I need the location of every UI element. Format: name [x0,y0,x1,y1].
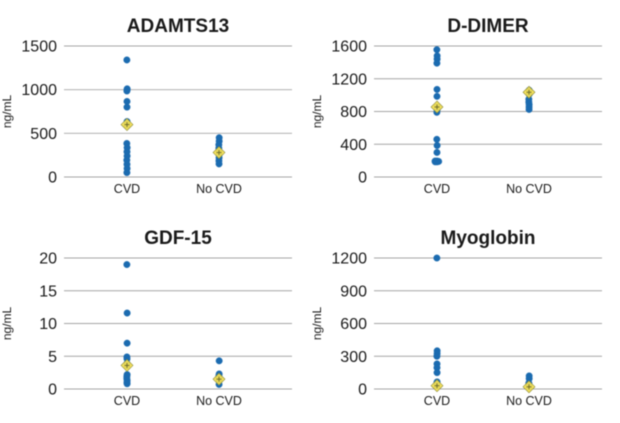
svg-text:GDF-15: GDF-15 [144,228,212,249]
svg-text:CVD: CVD [114,394,140,408]
svg-text:CVD: CVD [424,394,450,408]
svg-text:1000: 1000 [21,82,57,99]
svg-text:ng/mL: ng/mL [0,307,14,341]
svg-text:No CVD: No CVD [506,182,552,196]
svg-text:20: 20 [39,251,57,268]
svg-text:No CVD: No CVD [506,394,552,408]
svg-text:500: 500 [30,126,57,143]
svg-text:400: 400 [340,137,367,154]
svg-text:300: 300 [340,349,367,366]
svg-text:D-DIMER: D-DIMER [447,16,529,37]
svg-text:1200: 1200 [331,71,367,88]
svg-text:1200: 1200 [331,251,367,268]
svg-text:15: 15 [39,283,57,300]
svg-text:0: 0 [48,382,57,399]
svg-text:1600: 1600 [331,39,367,56]
svg-text:5: 5 [48,349,57,366]
svg-text:Myoglobin: Myoglobin [441,228,536,249]
svg-text:ADAMTS13: ADAMTS13 [127,16,229,37]
svg-text:No CVD: No CVD [196,394,242,408]
svg-text:CVD: CVD [114,182,140,196]
svg-text:ng/mL: ng/mL [0,95,14,129]
svg-text:0: 0 [48,170,57,187]
svg-text:1500: 1500 [21,39,57,56]
svg-text:ng/mL: ng/mL [310,307,324,341]
svg-text:600: 600 [340,316,367,333]
svg-text:No CVD: No CVD [196,182,242,196]
svg-text:ng/mL: ng/mL [310,95,324,129]
svg-text:CVD: CVD [424,182,450,196]
svg-text:900: 900 [340,283,367,300]
svg-text:800: 800 [340,104,367,121]
svg-text:10: 10 [39,316,57,333]
svg-text:0: 0 [358,170,367,187]
svg-text:0: 0 [358,382,367,399]
